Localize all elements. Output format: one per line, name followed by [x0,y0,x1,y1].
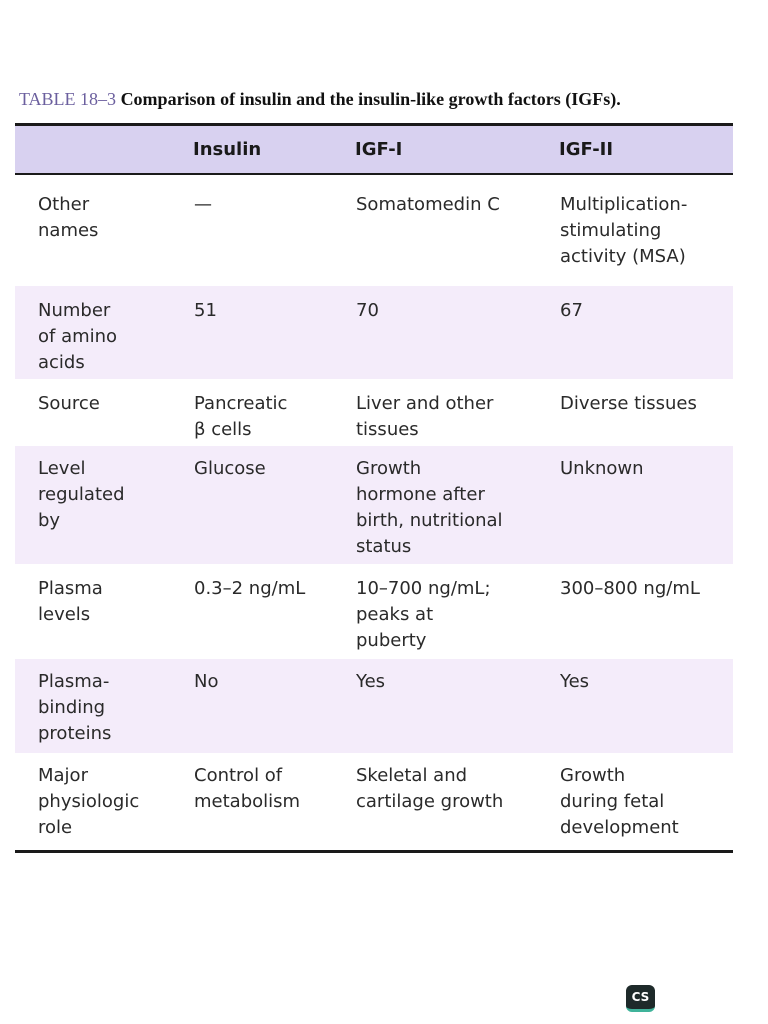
table-row: Major physiologic role Control of metabo… [15,753,733,850]
table-row: Other names — Somatomedin C Multiplicati… [15,174,733,286]
table-cell: Skeletal and cartilage growth [356,765,504,812]
table-cell: 0.3–2 ng/mL [194,578,306,599]
row-label-source: Source [38,393,100,414]
header-cell-insulin: Insulin [193,139,262,160]
row-label-level-regulated: Level regulated by [38,458,125,531]
table-cell: Yes [356,671,386,692]
table-row: Plasma- binding proteins No Yes Yes [15,659,733,753]
table-cell: Somatomedin C [356,194,500,215]
table-cell: — [194,194,212,215]
table-top-rule [15,123,733,126]
header-cell-empty [15,126,193,174]
row-label-plasma-levels: Plasma levels [38,578,103,625]
table-row: Level regulated by Glucose Growth hormon… [15,446,733,564]
table-cell: 70 [356,300,379,321]
table-cell: Glucose [194,458,266,479]
camscanner-logo-icon: CS [626,985,655,1012]
table-row: Number of amino acids 51 70 67 [15,286,733,379]
table-cell: No [194,671,219,692]
table-cell: Multiplication- stimulating activity (MS… [560,194,688,267]
header-cell-igf-ii: IGF-II [559,139,614,160]
table-cell: Pancreatic β cells [194,393,288,440]
row-label-binding-proteins: Plasma- binding proteins [38,671,112,744]
table-cell: Control of metabolism [194,765,301,812]
row-label-physiologic-role: Major physiologic role [38,765,140,838]
table-cell: 51 [194,300,217,321]
table-title: Comparison of insulin and the insulin-li… [116,89,621,109]
table-cell: Liver and other tissues [356,393,494,440]
table-number: TABLE 18–3 [19,89,117,109]
table-row: Source Pancreatic β cells Liver and othe… [15,379,733,446]
table-cell: Diverse tissues [560,393,697,414]
table-cell: Yes [560,671,590,692]
table-bottom-rule [15,850,733,853]
table-cell: Unknown [560,458,644,479]
row-label-other-names: Other names [38,194,99,241]
table-header-row: Insulin IGF-I IGF-II [15,126,733,174]
table-row: Plasma levels 0.3–2 ng/mL 10–700 ng/mL; … [15,564,733,659]
header-cell-igf-i: IGF-I [355,139,403,160]
comparison-table-container: Insulin IGF-I IGF-II Other names — Somat… [15,123,733,853]
table-cell: 300–800 ng/mL [560,578,700,599]
comparison-table: Insulin IGF-I IGF-II Other names — Somat… [15,126,733,850]
table-cell: Growth during fetal development [560,765,679,838]
row-label-amino-acids: Number of amino acids [38,300,118,373]
table-cell: 67 [560,300,583,321]
table-cell: Growth hormone after birth, nutritional … [356,458,503,557]
table-cell: 10–700 ng/mL; peaks at puberty [356,578,491,651]
table-caption: TABLE 18–3 Comparison of insulin and the… [19,89,759,110]
